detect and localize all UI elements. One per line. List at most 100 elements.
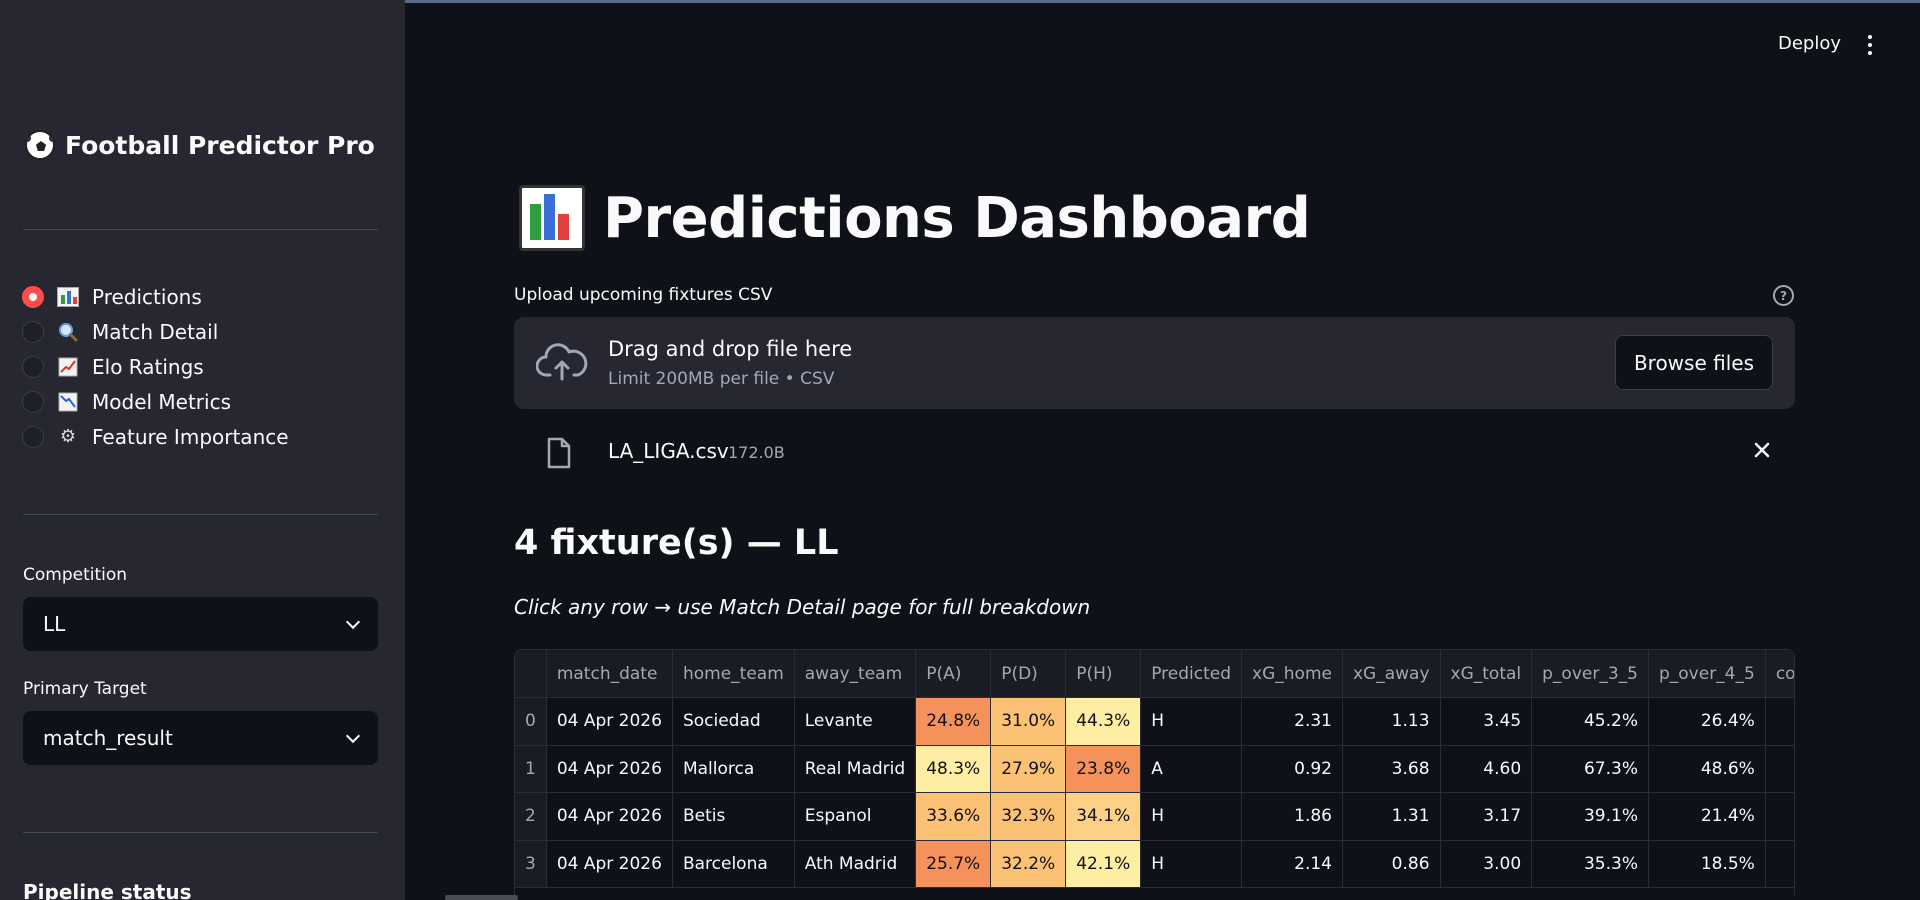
column-header[interactable]: p_over_4_5 bbox=[1648, 650, 1766, 698]
radio-selected[interactable] bbox=[22, 285, 44, 308]
primary-target-select[interactable]: match_result bbox=[23, 711, 378, 765]
table-cell[interactable]: 48.3% bbox=[915, 745, 992, 793]
scrollbar-thumb[interactable] bbox=[445, 895, 518, 900]
table-cell[interactable]: A bbox=[1140, 745, 1243, 793]
column-header[interactable]: P(A) bbox=[915, 650, 992, 698]
row-index[interactable]: 1 bbox=[515, 745, 547, 793]
table-cell[interactable]: 26.4% bbox=[1648, 697, 1766, 746]
column-header[interactable]: match_date bbox=[546, 650, 673, 698]
table-cell[interactable]: 04 Apr 2026 bbox=[546, 745, 673, 793]
sidebar-divider bbox=[23, 514, 378, 515]
table-cell[interactable]: 3.45 bbox=[1440, 697, 1533, 746]
column-header[interactable]: xG_home bbox=[1241, 650, 1343, 698]
competition-select[interactable]: LL bbox=[23, 597, 378, 651]
nav-item-predictions[interactable]: Predictions bbox=[22, 279, 289, 314]
table-cell[interactable]: 35.3% bbox=[1531, 840, 1649, 888]
kebab-menu-icon[interactable] bbox=[1867, 35, 1873, 57]
column-header[interactable]: Predicted bbox=[1140, 650, 1243, 698]
column-header[interactable]: co bbox=[1765, 650, 1794, 698]
sidebar-divider bbox=[23, 832, 378, 833]
table-cell[interactable]: 45.2% bbox=[1531, 697, 1649, 746]
table-cell[interactable] bbox=[1765, 792, 1794, 841]
table-cell[interactable]: H bbox=[1140, 792, 1243, 841]
table-cell[interactable]: 23.8% bbox=[1065, 745, 1142, 793]
table-cell[interactable]: 33.6% bbox=[915, 792, 992, 841]
browse-files-button[interactable]: Browse files bbox=[1614, 335, 1773, 390]
table-cell[interactable]: 0.92 bbox=[1241, 745, 1343, 793]
horizontal-scrollbar[interactable] bbox=[405, 895, 1920, 900]
deploy-button[interactable]: Deploy bbox=[1778, 33, 1842, 54]
file-dropzone[interactable]: Drag and drop file here Limit 200MB per … bbox=[514, 317, 1795, 409]
nav-item-elo-ratings[interactable]: Elo Ratings bbox=[22, 349, 289, 384]
predictions-table[interactable]: match_date home_team away_team P(A) P(D) P(H)… bbox=[514, 649, 1795, 900]
table-cell[interactable]: 24.8% bbox=[915, 697, 992, 746]
column-header[interactable]: p_over_3_5 bbox=[1531, 650, 1649, 698]
table-cell[interactable]: 67.3% bbox=[1531, 745, 1649, 793]
table-row[interactable]: 3 04 Apr 2026 Barcelona Ath Madrid 25.7% 32.2… bbox=[515, 840, 1794, 888]
column-header[interactable]: P(D) bbox=[990, 650, 1067, 698]
table-cell[interactable]: Levante bbox=[794, 697, 917, 746]
table-row[interactable]: 1 04 Apr 2026 Mallorca Real Madrid 48.3% 27.9… bbox=[515, 745, 1794, 793]
help-icon[interactable]: ? bbox=[1773, 285, 1794, 306]
table-cell[interactable]: 39.1% bbox=[1531, 792, 1649, 841]
table-cell[interactable]: 2.31 bbox=[1241, 697, 1343, 746]
table-cell[interactable]: 32.3% bbox=[990, 792, 1067, 841]
nav-item-match-detail[interactable]: Match Detail bbox=[22, 314, 289, 349]
table-cell[interactable]: 3.00 bbox=[1440, 840, 1533, 888]
table-cell[interactable]: Real Madrid bbox=[794, 745, 917, 793]
table-cell[interactable]: Sociedad bbox=[672, 697, 795, 746]
top-accent-line bbox=[0, 0, 1920, 3]
table-cell[interactable]: 32.2% bbox=[990, 840, 1067, 888]
column-header[interactable]: xG_away bbox=[1342, 650, 1441, 698]
column-header[interactable]: P(H) bbox=[1065, 650, 1142, 698]
column-header[interactable]: xG_total bbox=[1440, 650, 1533, 698]
table-cell[interactable]: 48.6% bbox=[1648, 745, 1766, 793]
table-cell[interactable]: 04 Apr 2026 bbox=[546, 792, 673, 841]
table-cell[interactable]: 2.14 bbox=[1241, 840, 1343, 888]
table-cell[interactable]: Barcelona bbox=[672, 840, 795, 888]
table-cell[interactable]: 1.31 bbox=[1342, 792, 1441, 841]
table-cell[interactable] bbox=[1765, 840, 1794, 888]
table-cell[interactable]: H bbox=[1140, 840, 1243, 888]
table-cell[interactable]: 3.17 bbox=[1440, 792, 1533, 841]
column-header[interactable]: home_team bbox=[672, 650, 795, 698]
nav-item-model-metrics[interactable]: Model Metrics bbox=[22, 384, 289, 419]
radio-unselected[interactable] bbox=[22, 425, 44, 448]
table-cell[interactable] bbox=[1765, 697, 1794, 746]
table-cell[interactable]: 1.86 bbox=[1241, 792, 1343, 841]
table-cell[interactable]: 18.5% bbox=[1648, 840, 1766, 888]
table-cell[interactable]: Mallorca bbox=[672, 745, 795, 793]
close-icon[interactable] bbox=[1751, 439, 1773, 461]
table-cell[interactable]: 4.60 bbox=[1440, 745, 1533, 793]
table-row[interactable]: 0 04 Apr 2026 Sociedad Levante 24.8% 31.0% 44.… bbox=[515, 697, 1794, 746]
table-cell[interactable]: H bbox=[1140, 697, 1243, 746]
table-cell[interactable]: Espanol bbox=[794, 792, 917, 841]
table-cell[interactable]: 42.1% bbox=[1065, 840, 1142, 888]
table-cell[interactable]: 31.0% bbox=[990, 697, 1067, 746]
row-index[interactable]: 2 bbox=[515, 792, 547, 841]
table-cell[interactable]: 27.9% bbox=[990, 745, 1067, 793]
app-brand: Football Predictor Pro bbox=[25, 130, 375, 160]
column-header[interactable] bbox=[515, 650, 547, 698]
radio-unselected[interactable] bbox=[22, 355, 44, 378]
row-index[interactable]: 3 bbox=[515, 840, 547, 888]
table-cell[interactable]: 44.3% bbox=[1065, 697, 1142, 746]
table-cell[interactable]: 21.4% bbox=[1648, 792, 1766, 841]
nav-item-feature-importance[interactable]: ⚙ Feature Importance bbox=[22, 419, 289, 454]
radio-unselected[interactable] bbox=[22, 320, 44, 343]
table-cell[interactable]: 0.86 bbox=[1342, 840, 1441, 888]
table-row[interactable]: 2 04 Apr 2026 Betis Espanol 33.6% 32.3% 34.1% H… bbox=[515, 792, 1794, 841]
table-cell[interactable]: Ath Madrid bbox=[794, 840, 917, 888]
column-header[interactable]: away_team bbox=[794, 650, 917, 698]
radio-unselected[interactable] bbox=[22, 390, 44, 413]
table-cell[interactable]: 3.68 bbox=[1342, 745, 1441, 793]
table-cell[interactable]: Betis bbox=[672, 792, 795, 841]
table-cell[interactable]: 1.13 bbox=[1342, 697, 1441, 746]
table-cell[interactable] bbox=[1765, 745, 1794, 793]
table-cell[interactable]: 34.1% bbox=[1065, 792, 1142, 841]
table-cell[interactable]: 04 Apr 2026 bbox=[546, 840, 673, 888]
row-index[interactable]: 0 bbox=[515, 697, 547, 746]
table-cell[interactable]: 04 Apr 2026 bbox=[546, 697, 673, 746]
table-cell[interactable]: 25.7% bbox=[915, 840, 992, 888]
competition-value: LL bbox=[43, 612, 66, 636]
